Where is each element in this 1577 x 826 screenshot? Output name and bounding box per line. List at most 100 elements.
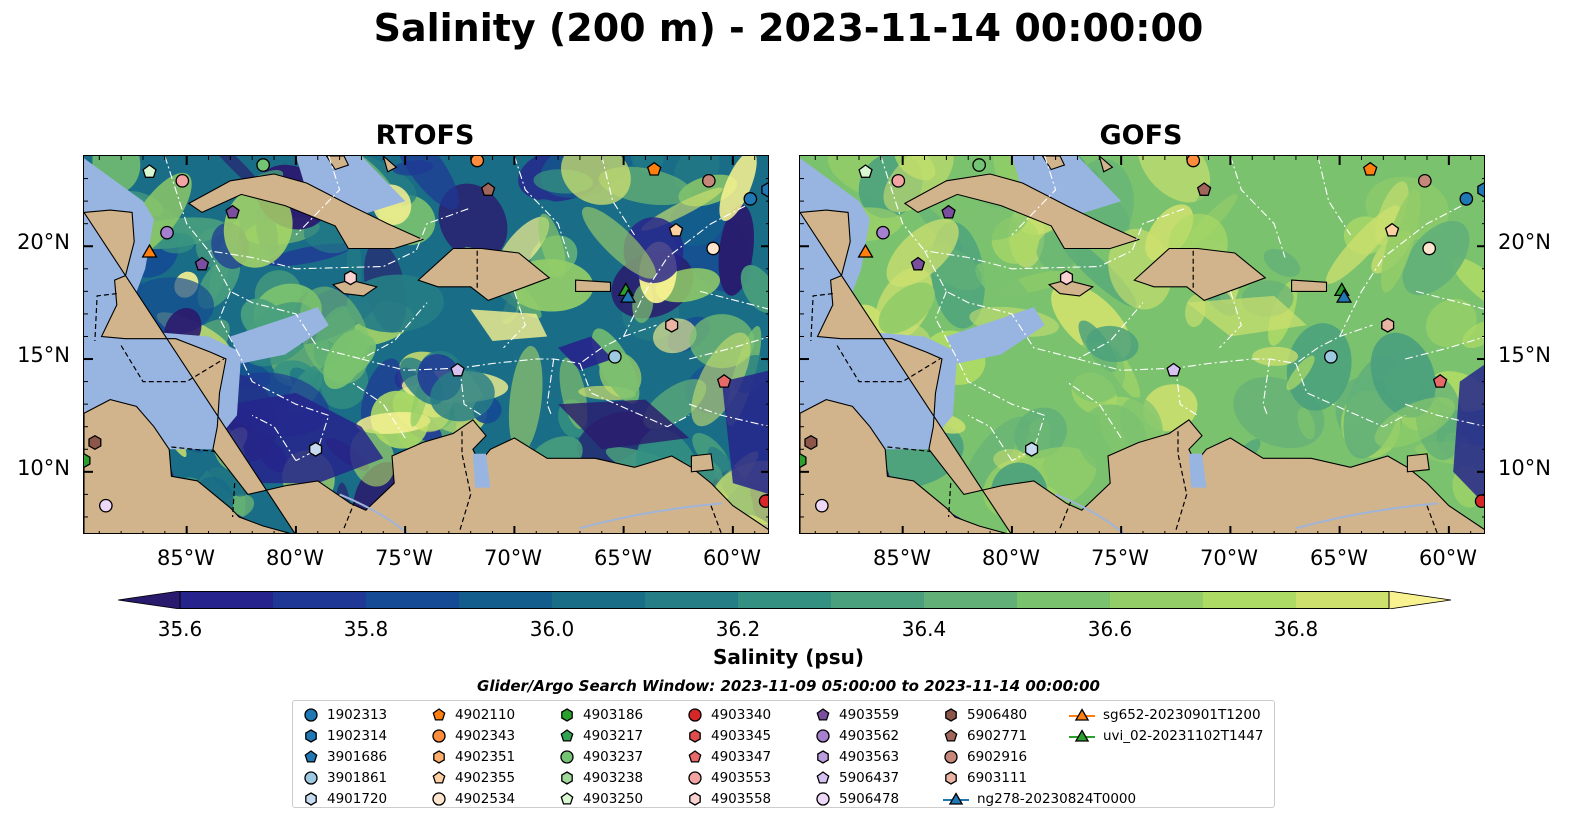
legend-marker-shape[interactable] [305,729,317,743]
legend-marker-shape[interactable] [432,770,446,784]
legend-item: 4902343 [431,726,515,747]
float-marker[interactable] [470,156,485,168]
float-marker[interactable] [194,256,210,271]
float-marker[interactable] [141,243,158,258]
float-marker[interactable] [857,243,874,258]
float-marker[interactable] [800,453,807,469]
legend-item: 3901686 [303,747,387,768]
float-marker[interactable] [309,441,323,457]
float-marker[interactable] [646,161,662,176]
float-marker[interactable] [1417,173,1432,188]
legend-marker-shape[interactable] [304,750,318,763]
country-border [232,483,236,518]
legend-marker-shape[interactable] [816,770,830,784]
float-marker[interactable] [98,498,113,513]
legend-marker-shape[interactable] [1074,729,1090,742]
colorbar-extend-high [1388,591,1451,609]
float-marker[interactable] [1059,270,1074,286]
float-marker[interactable] [701,173,716,188]
float-marker[interactable] [480,182,496,196]
legend-marker [432,708,446,721]
float-marker[interactable] [1432,373,1448,388]
float-marker[interactable] [1381,317,1395,333]
legend-marker-shape[interactable] [432,708,446,721]
legend-marker-shape[interactable] [305,791,317,806]
legend-marker-shape[interactable] [816,791,830,806]
panel-title-gofs: GOFS [1099,120,1183,151]
legend-marker-shape[interactable] [688,750,702,763]
legend-marker-shape[interactable] [560,791,574,805]
float-marker[interactable] [608,349,622,364]
float-marker[interactable] [1362,161,1378,176]
float-marker[interactable] [1477,182,1485,198]
float-marker[interactable] [814,498,829,513]
legend-label: 6903111 [967,769,1028,786]
legend-marker-shape[interactable] [560,750,574,764]
legend-marker [560,750,574,764]
legend-marker-shape[interactable] [432,791,446,806]
float-marker[interactable] [941,204,956,219]
legend-marker-shape[interactable] [945,771,957,785]
float-marker[interactable] [1196,182,1212,196]
land-centralAm [800,209,1484,533]
float-marker[interactable] [716,373,732,388]
legend-marker-shape[interactable] [688,708,702,723]
map-panel-rtofs[interactable] [83,155,769,534]
float-marker[interactable] [665,317,679,333]
legend-marker-shape[interactable] [688,771,702,785]
map-panel-gofs[interactable] [799,155,1485,534]
float-marker[interactable] [1166,362,1181,377]
legend-marker-shape[interactable] [945,708,957,723]
legend-marker-shape[interactable] [816,708,830,721]
lon-label-rtofs: 65°W [594,546,652,570]
float-marker[interactable] [256,158,270,172]
float-marker[interactable] [1422,241,1437,256]
float-marker[interactable] [225,204,240,219]
float-marker[interactable] [858,164,873,178]
float-marker[interactable] [88,434,102,451]
legend-marker-shape[interactable] [816,729,830,743]
legend-marker-shape[interactable] [689,791,701,806]
float-marker[interactable] [743,192,758,206]
legend-marker-shape[interactable] [560,729,574,742]
legend-marker-shape[interactable] [689,729,701,743]
legend-marker-shape[interactable] [433,750,445,764]
legend-marker-shape[interactable] [944,750,958,764]
eez-boundary [1229,156,1286,258]
float-marker[interactable] [761,182,769,198]
float-marker[interactable] [1324,349,1338,364]
legend-marker-shape[interactable] [1074,708,1090,722]
float-marker[interactable] [972,158,986,172]
float-marker[interactable] [910,256,926,271]
float-marker[interactable] [450,362,465,377]
country-border [459,431,472,531]
float-marker[interactable] [1384,222,1400,237]
float-marker[interactable] [891,173,906,188]
float-marker[interactable] [1459,192,1474,206]
legend-marker-shape[interactable] [817,750,829,764]
float-marker[interactable] [758,494,769,509]
legend-marker-shape[interactable] [561,708,573,723]
float-marker[interactable] [343,270,358,286]
float-marker[interactable] [1474,494,1485,509]
float-marker[interactable] [1186,156,1201,168]
lon-label-rtofs: 75°W [375,546,433,570]
float-marker[interactable] [1335,288,1353,303]
legend-marker-shape[interactable] [944,729,958,742]
float-marker[interactable] [804,434,818,451]
legend-marker-shape[interactable] [432,729,446,743]
float-marker[interactable] [1025,441,1039,457]
legend-marker-shape[interactable] [304,771,318,785]
legend-marker-shape[interactable] [561,771,573,785]
float-marker[interactable] [668,222,684,237]
float-marker[interactable] [876,225,890,240]
float-marker[interactable] [619,288,637,303]
float-marker[interactable] [175,173,190,188]
legend-marker-shape[interactable] [948,791,964,805]
eez-boundary [513,156,570,258]
legend-marker-shape[interactable] [304,708,318,723]
float-marker[interactable] [706,241,721,256]
float-marker[interactable] [160,225,174,240]
float-marker[interactable] [142,164,157,178]
float-marker[interactable] [84,453,91,469]
